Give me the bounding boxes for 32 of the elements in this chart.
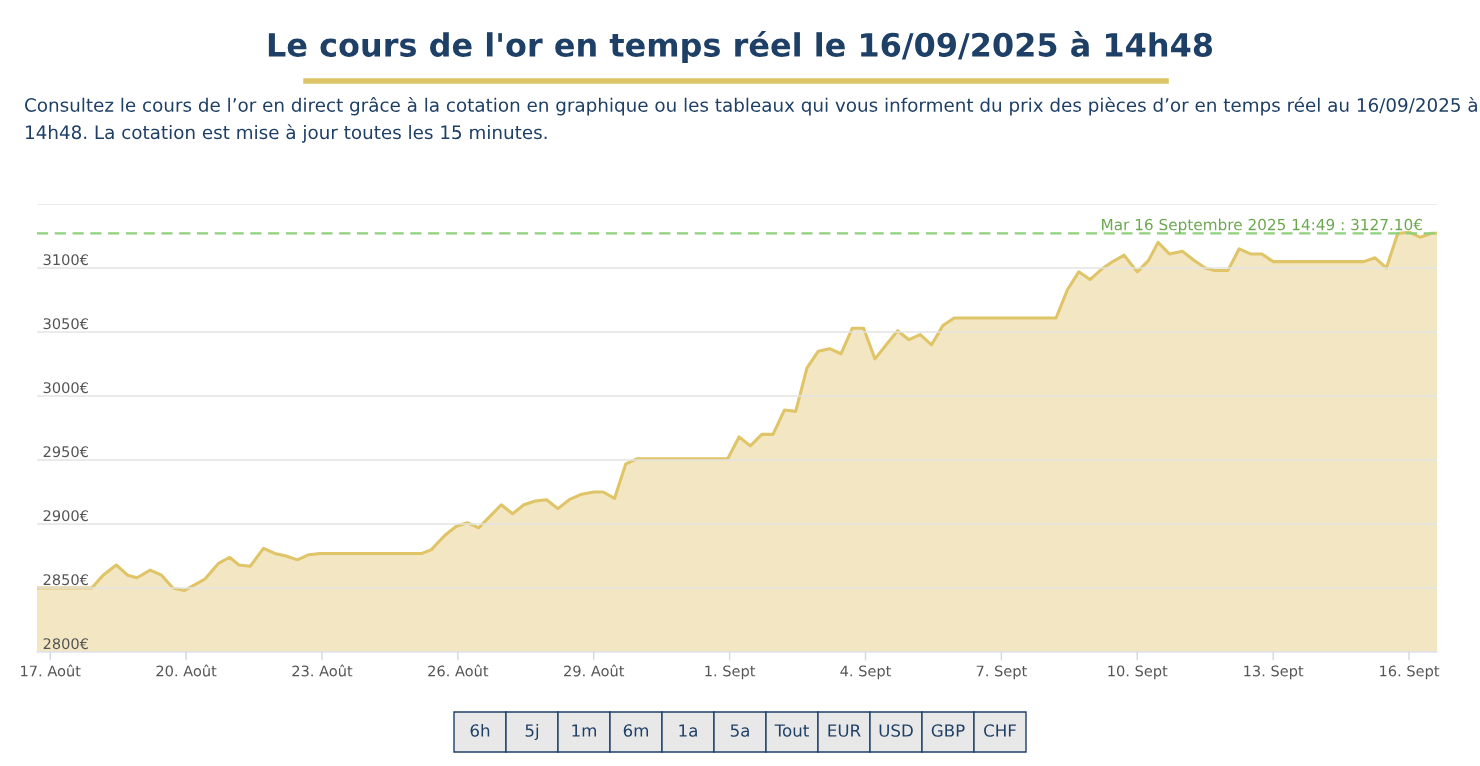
text: 5a: [730, 724, 749, 737]
x-tick-label: 20. Août: [156, 664, 217, 677]
x-tick-label: 7. Sept: [976, 665, 1027, 680]
text: EUR: [828, 724, 861, 737]
text: GBP: [931, 724, 965, 737]
y-tick-label: 2900€: [43, 510, 88, 522]
x-tick-label: 16. Sept: [1380, 665, 1440, 680]
x-tick-label: 29. Août: [564, 664, 625, 677]
x-tick-label: 4. Sept: [840, 665, 892, 680]
ref-line-label: Mar 16 Septembre 2025 14:49 : 3127.10€: [1102, 218, 1422, 234]
y-tick-label: 3050€: [43, 318, 88, 330]
x-tick-label: 26. Août: [428, 664, 489, 677]
chart-title: Le cours de l'or en temps réel le 16/09/2025 à 14h48: [268, 30, 1213, 64]
x-tick-label: 10. Sept: [1108, 665, 1168, 680]
x-tick-label: 23. Août: [292, 664, 353, 677]
text: CHF: [984, 724, 1016, 737]
text: Tout: [774, 724, 809, 737]
chart-subtitle: Consultez le cours de l’or en direct grâce à la cotation en graphique ou les tableaux qui vous informent du prix des pièces d’or en temps réel au 16/09/2025 à 14h48. La cotation est mise à jour toutes les 15 minutes.: [25, 97, 1477, 143]
x-tick-label: 1. Sept: [705, 665, 756, 680]
x-tick-label: 17. Août: [21, 664, 81, 677]
text: USD: [879, 724, 913, 737]
text: 1m: [572, 724, 596, 737]
y-tick-label: 2800€: [43, 638, 88, 650]
y-tick-label: 3100€: [43, 254, 88, 266]
x-tick-label: 13. Sept: [1244, 665, 1304, 680]
y-tick-label: 2850€: [43, 574, 88, 586]
y-tick-label: 2950€: [43, 446, 88, 458]
text: 6h: [470, 723, 490, 737]
text: 5j: [525, 723, 539, 741]
y-tick-label: 3000€: [43, 382, 88, 394]
text: 6m: [623, 724, 648, 737]
text: 1a: [679, 724, 697, 737]
